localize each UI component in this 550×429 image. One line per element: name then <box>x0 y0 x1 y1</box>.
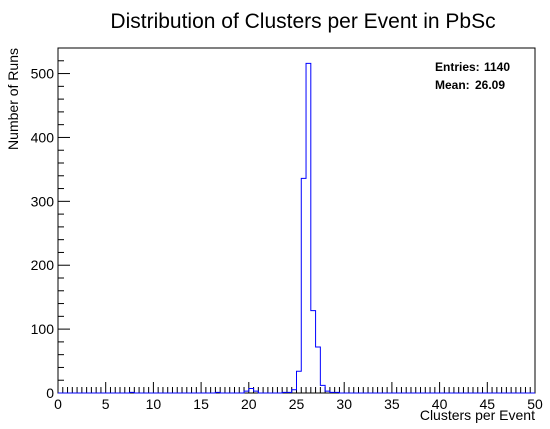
stats-mean-value: 26.09 <box>475 78 505 92</box>
x-tick-label: 15 <box>193 396 209 412</box>
y-tick-label: 200 <box>31 257 55 273</box>
x-tick-label: 0 <box>54 396 62 412</box>
stats-mean-label: Mean: <box>435 78 470 92</box>
x-tick-label: 50 <box>527 396 543 412</box>
y-tick-label: 100 <box>31 321 55 337</box>
y-axis-title: Number of Runs <box>5 48 21 150</box>
x-tick-label: 30 <box>336 396 352 412</box>
x-tick-label: 10 <box>146 396 162 412</box>
y-tick-label: 0 <box>46 385 54 401</box>
x-tick-label: 35 <box>384 396 400 412</box>
x-tick-label: 25 <box>289 396 305 412</box>
x-tick-label: 45 <box>480 396 496 412</box>
x-tick-label: 5 <box>102 396 110 412</box>
stats-entries-value: 1140 <box>484 60 510 74</box>
y-tick-label: 300 <box>31 193 55 209</box>
x-axis: 0 5 10 15 20 25 30 35 40 45 50 <box>54 382 543 412</box>
x-axis-title: Clusters per Event <box>420 407 535 423</box>
x-tick-label: 40 <box>432 396 448 412</box>
chart-title: Distribution of Clusters per Event in Pb… <box>110 10 495 33</box>
stats-box: Entries: 1140 Mean: 26.09 <box>435 60 510 92</box>
y-axis: 0 100 200 300 400 500 <box>31 47 70 401</box>
x-tick-label: 20 <box>241 396 257 412</box>
y-tick-label: 500 <box>31 66 55 82</box>
histogram-series-line <box>58 62 535 394</box>
y-tick-label: 400 <box>31 129 55 145</box>
stats-entries-label: Entries: <box>435 60 480 74</box>
